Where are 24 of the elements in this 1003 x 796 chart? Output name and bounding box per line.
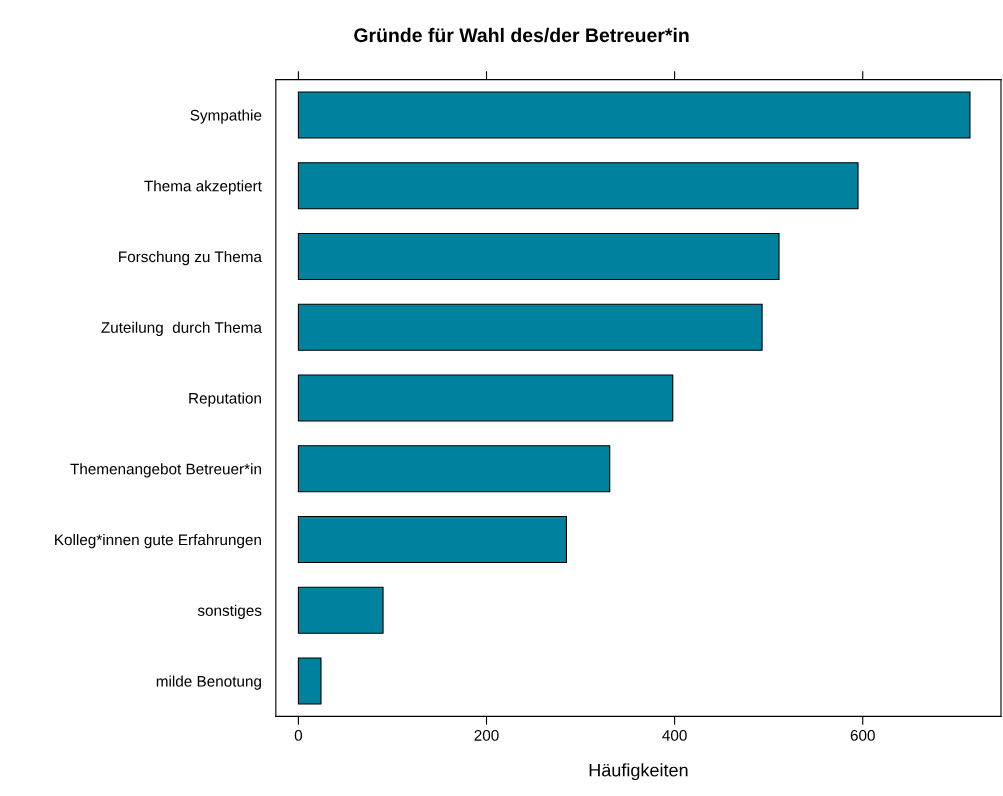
y-tick-label: Thema akzeptiert — [144, 180, 262, 195]
y-tick-label: Forschung zu Thema — [119, 250, 262, 266]
bar — [297, 657, 322, 705]
y-tick-label: Sympathie — [190, 109, 262, 124]
bar — [297, 303, 763, 351]
bar — [297, 515, 568, 564]
bar — [297, 162, 859, 210]
bar — [297, 232, 780, 281]
x-tick-label: 200 — [474, 730, 499, 741]
x-tick-label: 0 — [294, 730, 303, 741]
y-tick-label: sonstiges — [197, 604, 262, 619]
chart-title: Gründe für Wahl des/der Betreuer*in — [354, 27, 689, 43]
bar — [297, 91, 971, 139]
x-tick-label: 600 — [850, 730, 875, 741]
y-tick-label: Themenangebot Betreuer*in — [70, 463, 261, 478]
x-axis-title: Häufigkeiten — [589, 763, 688, 781]
y-tick-label: Kolleg*innen gute Erfahrungen — [55, 533, 261, 549]
x-tick-label: 400 — [662, 730, 687, 741]
bar — [297, 445, 611, 493]
bar — [297, 374, 674, 422]
y-tick-label: Reputation — [189, 392, 261, 407]
bar — [297, 586, 384, 634]
y-tick-label: Zuteilung durch Thema — [101, 321, 262, 336]
y-tick-label: milde Benotung — [156, 675, 261, 690]
